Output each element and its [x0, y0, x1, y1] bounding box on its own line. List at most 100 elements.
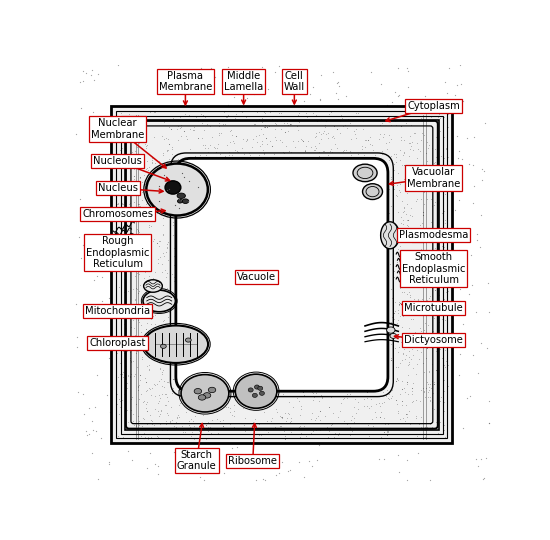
Point [315, 96, 324, 104]
Point [210, 142, 218, 151]
Point [294, 423, 303, 431]
Point [134, 123, 143, 131]
Point [144, 327, 152, 336]
Point [122, 287, 130, 296]
Point [395, 185, 404, 194]
Point [220, 364, 229, 373]
Point [115, 260, 124, 269]
Point [342, 163, 351, 171]
Point [173, 314, 182, 322]
Point [165, 416, 174, 425]
Point [387, 98, 396, 106]
Point [168, 333, 177, 342]
Point [372, 219, 381, 227]
Point [424, 380, 433, 388]
Point [423, 233, 432, 241]
Point [255, 115, 264, 124]
Point [399, 208, 408, 217]
Point [150, 133, 158, 141]
Point [375, 265, 383, 274]
Point [130, 272, 139, 280]
Point [312, 426, 321, 435]
Point [299, 376, 307, 385]
Point [389, 328, 398, 337]
Point [301, 142, 310, 151]
Point [175, 292, 184, 301]
Point [131, 421, 140, 429]
Point [126, 106, 135, 115]
Point [139, 296, 147, 305]
Point [417, 413, 426, 421]
Point [332, 165, 340, 174]
Point [299, 137, 307, 146]
Point [138, 178, 146, 186]
Point [337, 156, 346, 164]
Point [433, 308, 442, 317]
Point [389, 112, 398, 121]
Point [122, 183, 131, 192]
Point [364, 180, 373, 188]
Point [161, 134, 170, 143]
Point [397, 338, 406, 347]
Point [199, 326, 207, 334]
Point [426, 254, 435, 262]
Point [145, 365, 154, 374]
Point [116, 206, 124, 215]
Point [162, 393, 171, 401]
Point [425, 366, 433, 375]
Point [415, 354, 424, 363]
Point [398, 384, 406, 393]
Point [428, 296, 437, 305]
Point [335, 392, 344, 400]
Point [229, 401, 238, 410]
Point [142, 464, 151, 472]
Point [73, 342, 81, 351]
Point [390, 434, 399, 442]
Point [413, 346, 422, 354]
Point [179, 159, 188, 167]
Point [381, 186, 390, 194]
Point [431, 197, 440, 206]
Point [339, 122, 348, 131]
Point [394, 232, 403, 241]
Point [485, 396, 494, 405]
Point [159, 252, 168, 260]
Point [192, 196, 201, 205]
Point [373, 168, 382, 177]
Point [112, 333, 121, 341]
Point [174, 328, 183, 336]
Point [450, 172, 459, 181]
Point [395, 187, 404, 196]
Point [418, 302, 427, 310]
Point [284, 409, 293, 417]
Point [208, 382, 217, 391]
Point [432, 153, 441, 162]
Point [410, 225, 419, 233]
Point [175, 330, 184, 339]
Point [196, 110, 205, 119]
Point [408, 363, 417, 372]
Point [403, 262, 411, 271]
Point [141, 216, 150, 225]
Point [190, 368, 199, 377]
Point [441, 362, 449, 371]
Point [202, 120, 211, 129]
Point [277, 117, 285, 125]
Point [194, 384, 203, 393]
Point [328, 68, 337, 77]
Point [207, 387, 216, 396]
Point [349, 382, 358, 391]
Point [172, 172, 181, 181]
Point [443, 392, 452, 401]
Point [132, 190, 141, 198]
Point [136, 119, 145, 128]
Point [131, 117, 140, 125]
Point [213, 465, 222, 474]
Point [375, 382, 383, 390]
Point [125, 159, 134, 168]
Point [437, 354, 446, 362]
Point [392, 224, 401, 233]
Point [141, 325, 150, 334]
Point [243, 93, 251, 102]
Point [322, 423, 331, 431]
